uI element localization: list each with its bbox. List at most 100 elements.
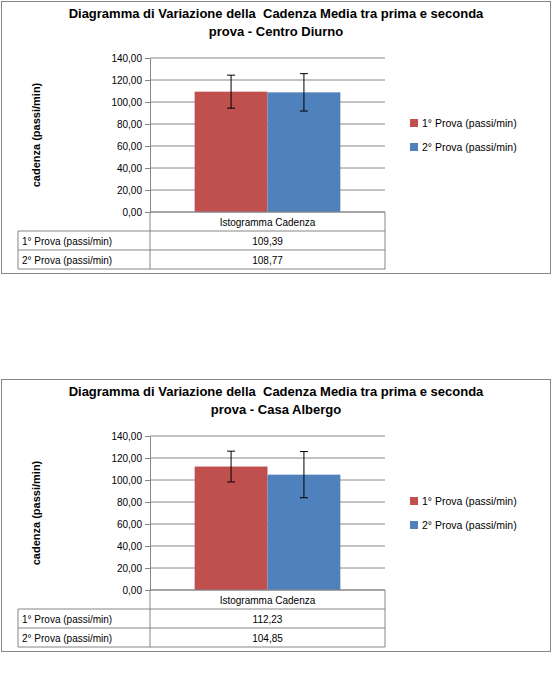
chart-canvas: Diagramma di Variazione della Cadenza Me…	[0, 0, 552, 681]
y-tick-label: 20,00	[117, 563, 142, 574]
error-bar-cap	[300, 111, 308, 112]
y-tick: 20,00	[117, 185, 150, 196]
y-tick-label: 80,00	[117, 497, 142, 508]
series	[195, 75, 268, 212]
y-tick: 60,00	[117, 141, 150, 152]
y-tick-label: 20,00	[117, 185, 142, 196]
grid	[150, 58, 385, 212]
table-line	[18, 231, 385, 232]
y-tick: 140,00	[111, 431, 150, 442]
legend-item: 2° Prova (passi/min)	[410, 519, 517, 531]
legend-swatch	[410, 143, 418, 151]
y-tick: 60,00	[117, 519, 150, 530]
error-bar-stem	[303, 74, 304, 111]
table-line	[385, 212, 386, 269]
y-axis-title: cadenza (passi/min)	[30, 82, 42, 187]
legend-item: 2° Prova (passi/min)	[410, 141, 517, 153]
y-tick-mark	[145, 546, 150, 547]
y-tick-mark	[145, 124, 150, 125]
series	[268, 74, 341, 212]
error-bar-stem	[303, 452, 304, 498]
data-label: 109,39	[252, 236, 283, 247]
y-axis: 0,00 20,00 40,00 60,00 80,00 100,00 120,00 140,…	[111, 53, 150, 218]
table-line	[150, 212, 151, 269]
y-tick: 80,00	[117, 497, 150, 508]
grid-line	[150, 590, 385, 591]
table-line	[18, 269, 385, 270]
data-label: 108,77	[252, 255, 283, 266]
chart-title-line: Diagramma di Variazione della Cadenza Me…	[69, 6, 484, 21]
y-tick-mark	[145, 102, 150, 103]
y-tick-label: 140,00	[111, 431, 142, 442]
table-series-name: 1° Prova (passi/min)	[22, 236, 112, 247]
table-series-name: 1° Prova (passi/min)	[22, 614, 112, 625]
data-label: 104,85	[252, 633, 283, 644]
legend-swatch	[410, 521, 418, 529]
y-tick-label: 60,00	[117, 519, 142, 530]
data-label: 112,23	[253, 614, 283, 625]
y-tick-label: 0,00	[123, 207, 143, 218]
chart-frame	[2, 380, 551, 652]
grid-line	[150, 436, 385, 437]
chart-title: Diagramma di Variazione della Cadenza Me…	[69, 384, 484, 417]
table-line	[18, 231, 19, 269]
bar	[195, 467, 268, 590]
y-axis-line	[150, 437, 151, 591]
y-tick-mark	[145, 436, 150, 437]
y-tick-mark	[145, 480, 150, 481]
error-bar	[227, 75, 235, 108]
y-tick: 120,00	[111, 75, 150, 86]
category-label: Istogramma Cadenza	[220, 595, 316, 606]
y-tick: 120,00	[111, 453, 150, 464]
chart-frame	[2, 2, 551, 274]
table-line	[385, 590, 386, 647]
table-line	[18, 609, 385, 610]
chart: Diagramma di Variazione della Cadenza Me…	[2, 2, 551, 274]
table-line	[150, 590, 385, 591]
legend-swatch	[410, 497, 418, 505]
grid-line	[150, 458, 385, 459]
grid-line	[150, 80, 385, 81]
y-tick-mark	[145, 568, 150, 569]
error-bar-stem	[231, 451, 232, 482]
y-tick: 0,00	[123, 207, 150, 218]
y-tick-label: 40,00	[117, 163, 142, 174]
error-bar	[227, 451, 235, 482]
series	[268, 452, 341, 590]
legend-swatch	[410, 119, 418, 127]
table-line	[18, 647, 385, 648]
table-line	[150, 590, 151, 647]
y-tick: 20,00	[117, 563, 150, 574]
plot-marks	[195, 74, 341, 212]
error-bar-cap	[227, 481, 235, 482]
y-tick: 100,00	[111, 97, 150, 108]
error-bar-cap	[227, 75, 235, 76]
y-tick: 100,00	[111, 475, 150, 486]
legend-item: 1° Prova (passi/min)	[410, 117, 517, 129]
y-tick-mark	[145, 502, 150, 503]
y-tick-label: 120,00	[111, 75, 142, 86]
grid-line	[150, 58, 385, 59]
y-tick: 40,00	[117, 163, 150, 174]
error-bar-cap	[227, 108, 235, 109]
y-tick-label: 0,00	[123, 585, 143, 596]
table-series-name: 2° Prova (passi/min)	[22, 633, 112, 644]
table-line	[18, 628, 385, 629]
y-tick: 80,00	[117, 119, 150, 130]
y-tick-mark	[145, 212, 150, 213]
chart-title-line: prova - Casa Albergo	[211, 402, 341, 417]
data-table: Istogramma Cadenza1° Prova (passi/min)10…	[18, 212, 385, 269]
y-tick-label: 80,00	[117, 119, 142, 130]
y-tick: 140,00	[111, 53, 150, 64]
y-tick-mark	[145, 80, 150, 81]
legend-label: 2° Prova (passi/min)	[422, 141, 517, 153]
grid-line	[150, 212, 385, 213]
y-tick-mark	[145, 590, 150, 591]
error-bar-cap	[300, 497, 308, 498]
legend-item: 1° Prova (passi/min)	[410, 495, 517, 507]
table-series-name: 2° Prova (passi/min)	[22, 255, 112, 266]
y-tick-label: 40,00	[117, 541, 142, 552]
legend: 1° Prova (passi/min) 2° Prova (passi/min)	[410, 117, 517, 153]
chart-title-line: Diagramma di Variazione della Cadenza Me…	[69, 384, 484, 399]
y-tick-mark	[145, 58, 150, 59]
